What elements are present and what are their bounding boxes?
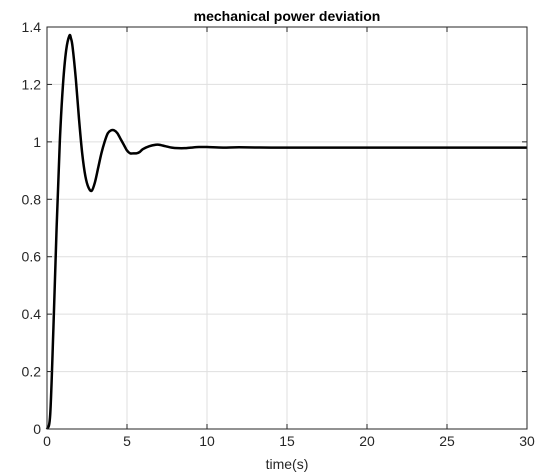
grid <box>47 27 527 429</box>
x-tick-label: 0 <box>43 433 51 449</box>
x-tick-label: 15 <box>279 433 295 449</box>
y-tick-label: 1.4 <box>22 19 42 35</box>
series-line <box>45 33 527 430</box>
x-tick-label: 30 <box>519 433 535 449</box>
ticks: 0 5 10 15 20 25 30 0 0.2 0.4 0.6 0.8 1 1.2 1.4 <box>22 19 535 449</box>
x-tick-label: 5 <box>123 433 131 449</box>
series-layer <box>45 33 527 430</box>
y-tick-label: 1.2 <box>22 76 42 92</box>
y-tick-label: 0.8 <box>22 191 42 207</box>
y-tick-label: 0.6 <box>22 249 42 265</box>
chart-title: mechanical power deviation <box>194 8 381 24</box>
x-tick-label: 10 <box>199 433 215 449</box>
y-tick-label: 0.2 <box>22 364 42 380</box>
x-tick-label: 25 <box>439 433 455 449</box>
x-axis-label: time(s) <box>266 456 309 472</box>
y-tick-label: 0 <box>33 421 41 437</box>
x-tick-label: 20 <box>359 433 375 449</box>
y-tick-label: 0.4 <box>22 306 42 322</box>
y-tick-label: 1 <box>33 134 41 150</box>
